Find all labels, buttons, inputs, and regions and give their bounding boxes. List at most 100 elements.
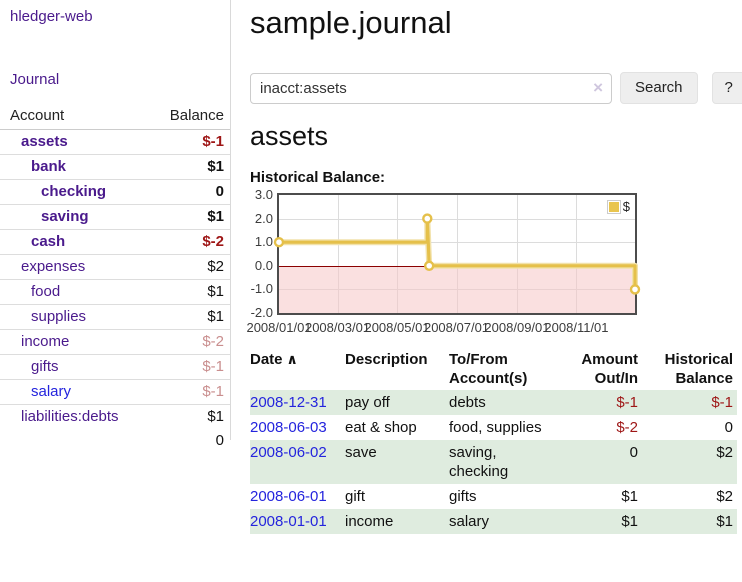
- search-input[interactable]: [250, 72, 612, 104]
- x-axis-label: 2008/05/01: [364, 320, 430, 335]
- main-content: sample.journal × Search ? assets Histori…: [246, 0, 742, 534]
- vertical-gridline: [397, 195, 398, 313]
- sidebar-account-link[interactable]: cash: [31, 233, 66, 250]
- legend-label: $: [622, 199, 630, 214]
- brand-link[interactable]: hledger-web: [10, 8, 93, 25]
- register-row: 2008-06-02 save saving, checking 0 $2: [250, 440, 737, 484]
- sidebar-account-link[interactable]: food: [31, 283, 61, 300]
- account-balance: $-1: [147, 379, 230, 405]
- register-accounts-cell: debts: [449, 390, 569, 415]
- register-header-tofrom: To/From Account(s): [449, 351, 528, 387]
- account-row: bank $1: [0, 154, 230, 180]
- balance-line-svg: [273, 213, 641, 295]
- sidebar-account-link[interactable]: supplies: [31, 308, 87, 325]
- register-description-cell: pay off: [345, 390, 449, 415]
- sidebar-account-link[interactable]: saving: [41, 208, 89, 225]
- accounts-total-balance: 0: [215, 432, 224, 449]
- x-axis-label: 2008/09/01: [484, 320, 550, 335]
- search-bar: × Search ?: [250, 72, 742, 104]
- x-axis-label: 2008/03/01: [304, 320, 371, 335]
- register-date-cell: 2008-06-03: [250, 415, 345, 440]
- register-balance-cell: $-1: [642, 390, 737, 415]
- register-header-amount: Amount Out/In: [581, 351, 638, 387]
- register-accounts-cell: salary: [449, 509, 569, 534]
- account-row: assets $-1: [0, 130, 230, 155]
- register-accounts-cell: saving, checking: [449, 440, 569, 484]
- clear-search-icon[interactable]: ×: [593, 77, 603, 97]
- account-balance: $1: [147, 304, 230, 330]
- account-row: cash $-2: [0, 229, 230, 255]
- sort-ascending-icon[interactable]: ∧: [286, 351, 298, 367]
- search-box: ×: [250, 72, 612, 104]
- sidebar-account-link[interactable]: gifts: [31, 358, 59, 375]
- sidebar-account-link[interactable]: checking: [41, 183, 107, 200]
- horizontal-gridline: [279, 219, 635, 220]
- account-title: assets: [250, 121, 329, 151]
- account-row: checking 0: [0, 179, 230, 205]
- account-balance: $-1: [202, 133, 224, 150]
- register-balance-cell: 0: [724, 419, 733, 436]
- register-description-cell: gift: [345, 488, 366, 505]
- account-balance: 0: [147, 179, 230, 205]
- sidebar-account-link[interactable]: assets: [21, 133, 68, 150]
- register-row: 2008-06-01 gift gifts $1 $2: [250, 484, 737, 509]
- transaction-date-link[interactable]: 2008-06-02: [250, 444, 327, 461]
- register-header-historical: Historical Balance: [664, 351, 733, 387]
- vertical-gridline: [576, 195, 577, 313]
- vertical-gridline: [457, 195, 458, 313]
- register-description-cell: income: [345, 509, 449, 534]
- sidebar-account-link[interactable]: liabilities:debts: [21, 408, 119, 425]
- account-balance: $1: [147, 204, 230, 230]
- vertical-gridline: [517, 195, 518, 313]
- register-description-cell: save: [345, 440, 449, 484]
- historical-balance-chart: $ 3.0 2.0 1.0 0.0 -1.0 -2.0 2008/01/01 2008/03/…: [246, 187, 742, 335]
- register-description-cell: eat & shop: [345, 419, 417, 436]
- account-row: gifts $-1: [0, 354, 230, 380]
- register-date-cell: 2008-06-01: [250, 484, 345, 509]
- chart-plot-area: $: [273, 193, 641, 315]
- transaction-date-link[interactable]: 2008-06-01: [250, 488, 327, 505]
- sidebar-account-link[interactable]: expenses: [21, 258, 86, 275]
- account-row: expenses $2: [0, 254, 230, 280]
- register-row: 2008-06-03 eat & shop food, supplies $-2 0: [250, 415, 737, 440]
- data-point-marker: [422, 213, 433, 224]
- register-row: 2008-12-31 pay off debts $-1 $-1: [250, 390, 737, 415]
- register-header-date[interactable]: Date ∧: [250, 351, 298, 368]
- y-axis-label: 2.0: [254, 210, 273, 226]
- register-accounts-cell: gifts: [449, 488, 477, 505]
- transaction-date-link[interactable]: 2008-12-31: [250, 394, 327, 411]
- x-axis-label: 2008/11/01: [544, 320, 609, 335]
- account-row: liabilities:debts $1: [0, 404, 230, 429]
- y-axis-label: 1.0: [254, 234, 273, 250]
- account-row: food $1: [0, 279, 230, 305]
- account-balance: $1: [147, 279, 230, 305]
- account-row: saving $1: [0, 204, 230, 230]
- account-balance: $-1: [147, 354, 230, 380]
- data-point-marker: [423, 260, 435, 272]
- x-axis-label: 2008/07/01: [423, 320, 490, 335]
- account-row: supplies $1: [0, 304, 230, 330]
- register-amount-cell: $1: [621, 488, 638, 505]
- chart-legend: $: [606, 199, 630, 214]
- accounts-table: Account Balance assets $-1 bank $1 checking 0…: [0, 102, 230, 453]
- negative-region: [279, 266, 635, 313]
- account-balance: $-2: [147, 229, 230, 255]
- account-row: salary $-1: [0, 379, 230, 405]
- sidebar-account-link[interactable]: salary: [31, 383, 72, 400]
- transaction-date-link[interactable]: 2008-06-03: [250, 419, 327, 436]
- search-button[interactable]: Search: [620, 72, 698, 104]
- sidebar-item-journal[interactable]: Journal: [10, 71, 60, 88]
- help-button[interactable]: ?: [711, 72, 742, 104]
- account-balance: $-2: [147, 329, 230, 355]
- sidebar-account-link[interactable]: income: [21, 333, 70, 350]
- register-header-description: Description: [345, 351, 428, 368]
- register-date-cell: 2008-01-01: [250, 509, 345, 534]
- sidebar-account-link[interactable]: bank: [31, 158, 67, 175]
- accounts-header-balance: Balance: [147, 102, 230, 130]
- register-amount-cell: 0: [569, 440, 642, 484]
- account-balance: $1: [147, 404, 230, 429]
- account-row: income $-2: [0, 329, 230, 355]
- transaction-date-link[interactable]: 2008-01-01: [250, 513, 327, 530]
- account-balance: $1: [147, 154, 230, 180]
- register-date-cell: 2008-12-31: [250, 390, 345, 415]
